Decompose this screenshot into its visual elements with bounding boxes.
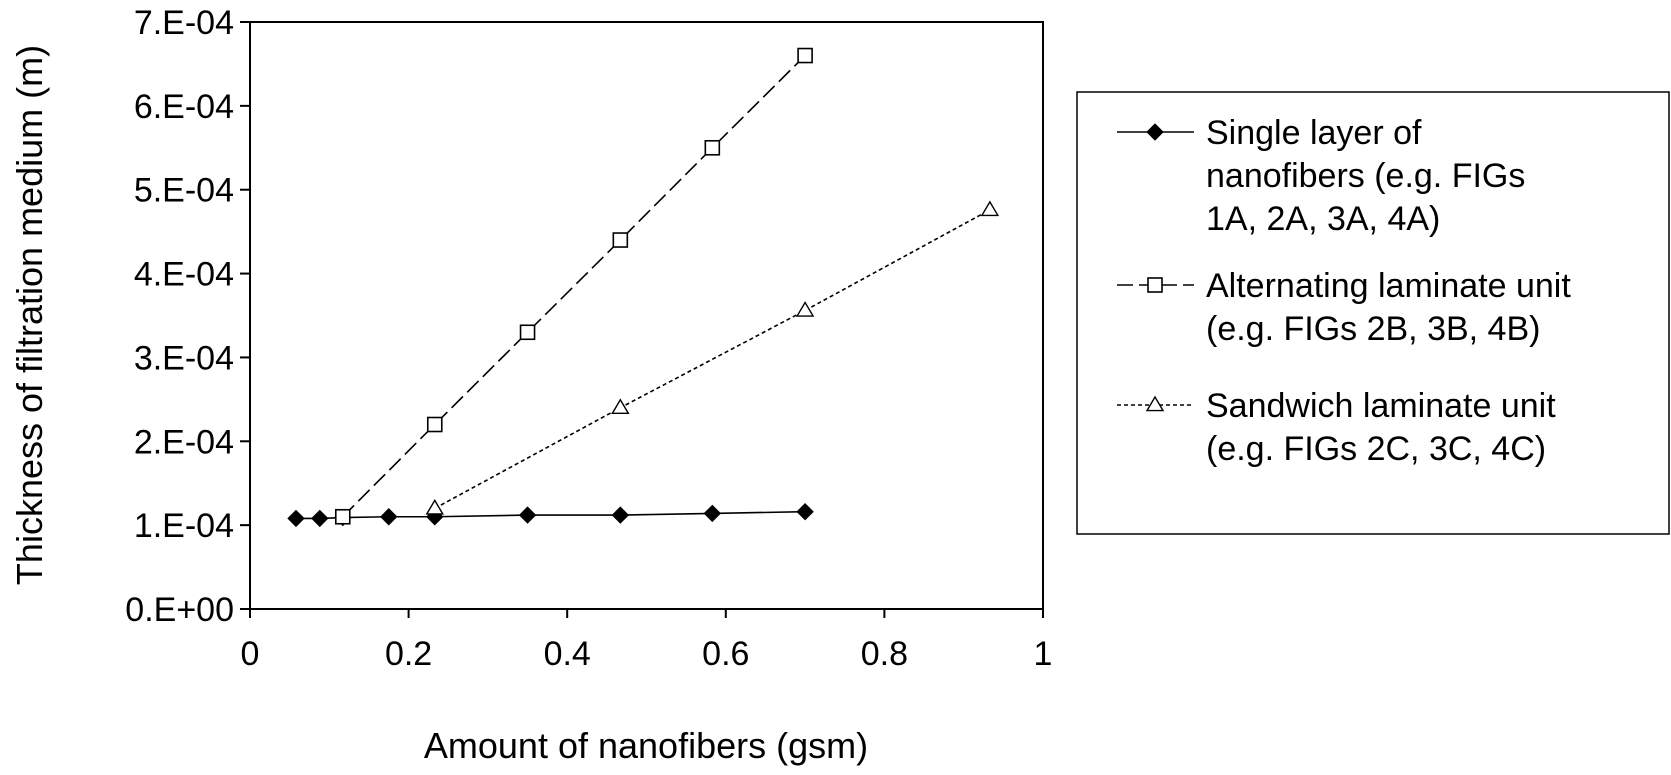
y-tick-label: 4.E-04: [134, 256, 234, 294]
x-tick-label: 0.2: [385, 635, 432, 673]
legend-label: Alternating laminate unit: [1206, 267, 1571, 305]
data-point-square: [521, 325, 535, 339]
data-point-square: [705, 141, 719, 155]
y-tick-label: 0.E+00: [125, 591, 234, 629]
y-tick-label: 6.E-04: [134, 88, 234, 126]
y-axis-ticks: 0.E+00 1.E-04 2.E-04 3.E-04 4.E-04 5.E-04 6.E-…: [125, 4, 250, 629]
x-tick-label: 0: [241, 635, 260, 673]
x-tick-label: 0.4: [544, 635, 591, 673]
plot-area: [250, 22, 1043, 609]
legend-label: Single layer of: [1206, 114, 1422, 152]
y-axis-title: Thickness of filtration medium (m): [9, 45, 50, 585]
legend-label: 1A, 2A, 3A, 4A): [1206, 200, 1440, 238]
legend: Single layer of nanofibers (e.g. FIGs 1A, …: [1077, 92, 1669, 534]
x-tick-label: 1: [1034, 635, 1053, 673]
legend-label: Sandwich laminate unit: [1206, 387, 1556, 425]
legend-label: (e.g. FIGs 2B, 3B, 4B): [1206, 310, 1540, 348]
y-tick-label: 5.E-04: [134, 172, 234, 210]
x-axis-title: Amount of nanofibers (gsm): [424, 725, 868, 766]
x-tick-label: 0.8: [861, 635, 908, 673]
y-tick-label: 2.E-04: [134, 423, 234, 461]
data-point-square: [1148, 278, 1162, 292]
legend-label: (e.g. FIGs 2C, 3C, 4C): [1206, 430, 1546, 468]
y-tick-label: 1.E-04: [134, 507, 234, 545]
y-tick-label: 7.E-04: [134, 4, 234, 42]
data-point-square: [428, 418, 442, 432]
data-point-square: [336, 510, 350, 524]
data-point-square: [613, 233, 627, 247]
y-tick-label: 3.E-04: [134, 339, 234, 377]
data-point-square: [798, 49, 812, 63]
legend-label: nanofibers (e.g. FIGs: [1206, 157, 1525, 195]
x-tick-label: 0.6: [702, 635, 749, 673]
x-axis-ticks: 0 0.2 0.4 0.6 0.8 1: [241, 609, 1053, 673]
